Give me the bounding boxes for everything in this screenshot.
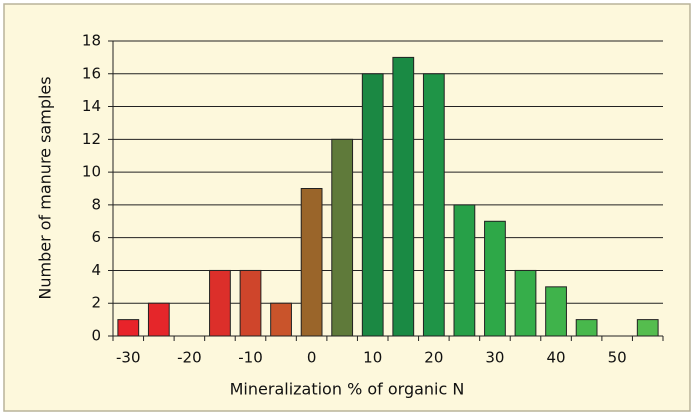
y-tick-label: 8: [91, 195, 101, 213]
y-tick-label: 16: [82, 64, 101, 82]
x-tick-label: -20: [177, 349, 202, 367]
bar: [117, 319, 140, 337]
bar: [147, 302, 170, 337]
y-tick-label: 2: [91, 294, 101, 312]
bar: [209, 269, 231, 337]
y-tick-label: 10: [82, 163, 101, 181]
x-tick-label: 10: [363, 349, 382, 367]
bar: [270, 302, 292, 337]
x-tick-label: 50: [608, 349, 627, 367]
x-tick-label: 20: [424, 349, 443, 367]
x-tick-label: 0: [307, 349, 317, 367]
y-tick-label: 18: [82, 32, 101, 50]
bar: [484, 220, 506, 337]
y-axis-label: Number of manure samples: [36, 76, 55, 299]
x-tick-label: 30: [485, 349, 504, 367]
y-tick-label: 4: [91, 261, 101, 279]
bar: [392, 56, 415, 337]
bar: [636, 319, 659, 337]
bar: [575, 319, 598, 337]
bar: [361, 73, 384, 337]
x-tick-label: -30: [116, 349, 141, 367]
bar: [300, 188, 323, 337]
bar: [239, 269, 262, 337]
bar: [545, 286, 567, 337]
bar: [331, 138, 354, 337]
y-tick-label: 0: [91, 327, 101, 345]
bar: [422, 73, 445, 337]
x-axis-label: Mineralization % of organic N: [230, 380, 465, 399]
bar: [514, 269, 537, 337]
y-tick-label: 6: [91, 228, 101, 246]
bar: [453, 204, 476, 337]
x-tick-label: 40: [547, 349, 566, 367]
x-tick-label: -10: [238, 349, 263, 367]
y-tick-label: 14: [82, 97, 101, 115]
y-tick-label: 12: [82, 130, 101, 148]
